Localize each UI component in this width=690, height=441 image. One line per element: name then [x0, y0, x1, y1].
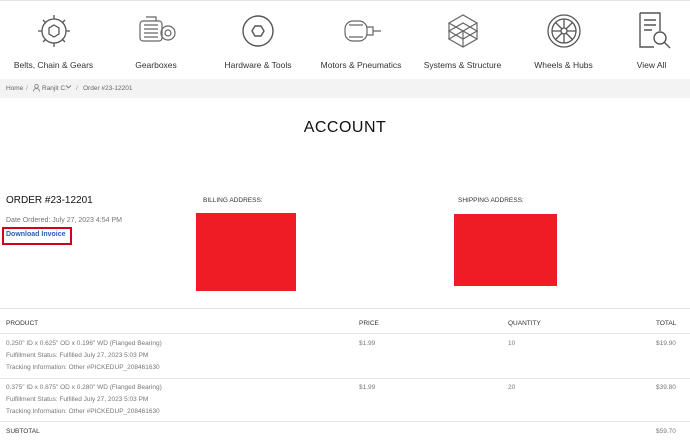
download-highlight-box	[2, 227, 72, 245]
user-icon	[33, 84, 40, 94]
motor-icon	[339, 11, 383, 51]
divider	[0, 421, 690, 422]
divider	[0, 308, 690, 309]
gearbox-icon	[134, 11, 178, 51]
category-label: Motors & Pneumatics	[320, 60, 402, 70]
category-view-all[interactable]: View All	[613, 1, 690, 80]
category-hardware-tools[interactable]: Hardware & Tools	[205, 1, 311, 80]
breadcrumb: Home / Ranjit C. / Order #23-12201	[0, 79, 690, 98]
line-total: $39.80	[656, 384, 676, 391]
shipping-address-label: SHIPPING ADDRESS:	[458, 197, 524, 204]
breadcrumb-home[interactable]: Home	[6, 85, 24, 92]
page-title: ACCOUNT	[303, 119, 387, 136]
price: $1.99	[359, 384, 376, 391]
catalog-search-icon	[630, 11, 674, 51]
subtotal-value: $59.70	[656, 428, 676, 435]
fulfillment-status: Fulfillment Status: Fulfilled July 27, 2…	[6, 352, 149, 359]
tracking-info: Tracking Information: Other #PICKEDUP_20…	[6, 408, 160, 415]
column-header-total: TOTAL	[656, 320, 677, 327]
shipping-address-redaction	[454, 214, 557, 286]
category-gearboxes[interactable]: Gearboxes	[107, 1, 205, 80]
order-number: ORDER #23-12201	[6, 195, 93, 206]
divider	[0, 333, 690, 334]
structure-icon	[441, 11, 485, 51]
category-label: Systems & Structure	[423, 60, 502, 70]
divider	[0, 378, 690, 379]
product-name[interactable]: 0.250" ID x 0.625" OD x 0.196" WD (Flang…	[6, 340, 162, 347]
category-systems-structure[interactable]: Systems & Structure	[411, 1, 514, 80]
column-header-quantity: QUANTITY	[508, 320, 541, 327]
breadcrumb-current: Order #23-12201	[83, 85, 133, 92]
quantity: 20	[508, 384, 516, 391]
order-date: Date Ordered: July 27, 2023 4:54 PM	[6, 217, 122, 224]
fulfillment-status: Fulfillment Status: Fulfilled July 27, 2…	[6, 396, 149, 403]
product-name[interactable]: 0.375" ID x 0.875" OD x 0.280" WD (Flang…	[6, 384, 162, 391]
category-nav: Belts, Chain & Gears Gearboxes Hardware …	[0, 0, 690, 79]
category-motors-pneumatics[interactable]: Motors & Pneumatics	[311, 1, 411, 80]
category-label: Wheels & Hubs	[534, 60, 593, 70]
hex-nut-icon	[236, 11, 280, 51]
category-label: Hardware & Tools	[224, 60, 292, 70]
column-header-product: PRODUCT	[6, 320, 39, 327]
download-invoice-link[interactable]: Download Invoice	[6, 231, 66, 238]
category-belts-chain-gears[interactable]: Belts, Chain & Gears	[0, 1, 107, 80]
billing-address-redaction	[196, 213, 296, 291]
category-label: Gearboxes	[135, 60, 177, 70]
line-total: $19.90	[656, 340, 676, 347]
breadcrumb-separator: /	[26, 85, 28, 92]
breadcrumb-separator: /	[76, 85, 78, 92]
subtotal-label: SUBTOTAL	[6, 428, 40, 435]
quantity: 10	[508, 340, 516, 347]
chevron-down-icon[interactable]	[65, 84, 72, 92]
category-label: Belts, Chain & Gears	[13, 60, 94, 70]
price: $1.99	[359, 340, 376, 347]
billing-address-label: BILLING ADDRESS:	[203, 197, 263, 204]
column-header-price: PRICE	[359, 320, 379, 327]
breadcrumb-user[interactable]: Ranjit C.	[42, 85, 67, 92]
category-wheels-hubs[interactable]: Wheels & Hubs	[514, 1, 613, 80]
gear-icon	[32, 11, 76, 51]
category-label: View All	[636, 60, 667, 70]
wheel-icon	[542, 11, 586, 51]
tracking-info: Tracking Information: Other #PICKEDUP_20…	[6, 364, 160, 371]
